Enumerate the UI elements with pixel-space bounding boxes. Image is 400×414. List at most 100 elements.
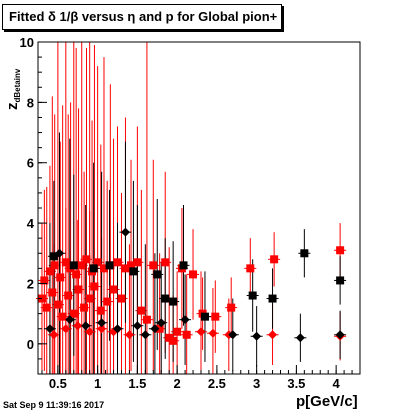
square-marker (246, 264, 255, 273)
diamond-marker (73, 321, 83, 331)
square-marker (161, 258, 170, 267)
diamond-marker (124, 330, 134, 340)
diamond-marker (150, 324, 160, 334)
axis-ticks: 0.5 1 1.5 2 2.5 3 3.5 4 0 2 4 6 8 10 (20, 35, 353, 391)
square-marker (80, 303, 89, 312)
square-marker (96, 306, 105, 315)
x-axis-label: p[GeV/c] (296, 393, 358, 410)
diamond-marker (268, 330, 278, 340)
square-marker (99, 264, 108, 273)
y-axis-label: zdBetainv (4, 40, 34, 110)
y-tick-label: 2 (27, 276, 34, 291)
y-tick-label: 0 (27, 337, 34, 352)
square-marker (133, 258, 142, 267)
diamond-marker (335, 330, 345, 340)
y-axis-label-sub: dBetainv (13, 68, 22, 103)
square-marker (211, 312, 220, 321)
square-marker (61, 258, 70, 267)
square-marker (336, 246, 345, 255)
square-marker (169, 336, 178, 345)
diamond-marker (228, 330, 238, 340)
square-marker (74, 285, 83, 294)
diamond-marker (295, 333, 305, 343)
square-marker (53, 300, 62, 309)
square-marker (109, 285, 118, 294)
square-marker (50, 261, 59, 270)
square-marker (93, 258, 102, 267)
square-marker (182, 330, 191, 339)
y-tick-label: 4 (27, 216, 35, 231)
square-marker (69, 261, 78, 270)
diamond-marker (156, 318, 166, 328)
diamond-marker (97, 324, 107, 334)
square-marker (40, 276, 49, 285)
square-marker (149, 261, 158, 270)
diamond-marker (180, 315, 190, 325)
chart-title-text: Fitted δ 1/β versus η and p for Global p… (9, 9, 278, 24)
square-marker (248, 291, 257, 300)
square-marker (227, 303, 236, 312)
y-tick-label: 8 (27, 95, 34, 110)
square-marker (45, 267, 54, 276)
diamond-marker (45, 324, 55, 334)
timestamp: Sat Sep 9 11:39:16 2017 (3, 400, 105, 410)
square-marker (113, 258, 122, 267)
diamond-marker (85, 327, 95, 337)
x-tick-label: 2 (174, 376, 181, 391)
square-marker (300, 249, 309, 258)
square-marker (72, 270, 81, 279)
square-marker (103, 297, 112, 306)
diamond-marker (61, 324, 71, 334)
square-marker (69, 309, 78, 318)
x-tick-label: 0.5 (49, 376, 67, 391)
y-tick-label: 10 (20, 35, 34, 50)
square-marker (270, 255, 279, 264)
square-marker (105, 261, 114, 270)
diamond-marker (208, 328, 218, 338)
chart-title: Fitted δ 1/β versus η and p for Global p… (2, 4, 282, 30)
square-marker (142, 315, 151, 324)
square-marker (82, 255, 91, 264)
diamond-marker (132, 321, 142, 331)
x-tick-label: 3.5 (287, 376, 305, 391)
square-marker (64, 291, 73, 300)
diamond-marker (65, 315, 75, 325)
square-marker (173, 327, 182, 336)
y-tick-label: 6 (27, 156, 34, 171)
square-marker (169, 297, 178, 306)
y-axis-label-main: z (4, 102, 21, 111)
square-marker (179, 261, 188, 270)
x-tick-label: 1 (94, 376, 101, 391)
square-marker (56, 273, 65, 282)
diamond-marker (97, 318, 107, 328)
x-tick-label: 3 (253, 376, 260, 391)
square-marker (161, 294, 170, 303)
x-tick-label: 1.5 (128, 376, 146, 391)
diamond-marker (81, 321, 91, 331)
diamond-marker (196, 327, 206, 337)
square-marker (117, 294, 126, 303)
x-tick-label: 2.5 (208, 376, 226, 391)
square-marker (121, 264, 130, 273)
square-marker (137, 306, 146, 315)
square-marker (127, 261, 136, 270)
error-bars-layer (35, 42, 347, 374)
square-marker (189, 270, 198, 279)
square-marker (268, 294, 277, 303)
diamond-marker (49, 330, 59, 340)
square-marker (58, 312, 67, 321)
diamond-marker (113, 324, 123, 334)
diamond-marker (252, 331, 262, 341)
square-marker (200, 312, 209, 321)
diamond-marker (54, 248, 64, 258)
diamond-marker (120, 227, 130, 237)
square-marker (42, 303, 51, 312)
square-marker (129, 267, 138, 276)
square-marker (48, 288, 57, 297)
square-marker (153, 270, 162, 279)
square-marker (77, 261, 86, 270)
square-marker (155, 324, 164, 333)
x-tick-label: 4 (333, 376, 341, 391)
square-marker (336, 276, 345, 285)
